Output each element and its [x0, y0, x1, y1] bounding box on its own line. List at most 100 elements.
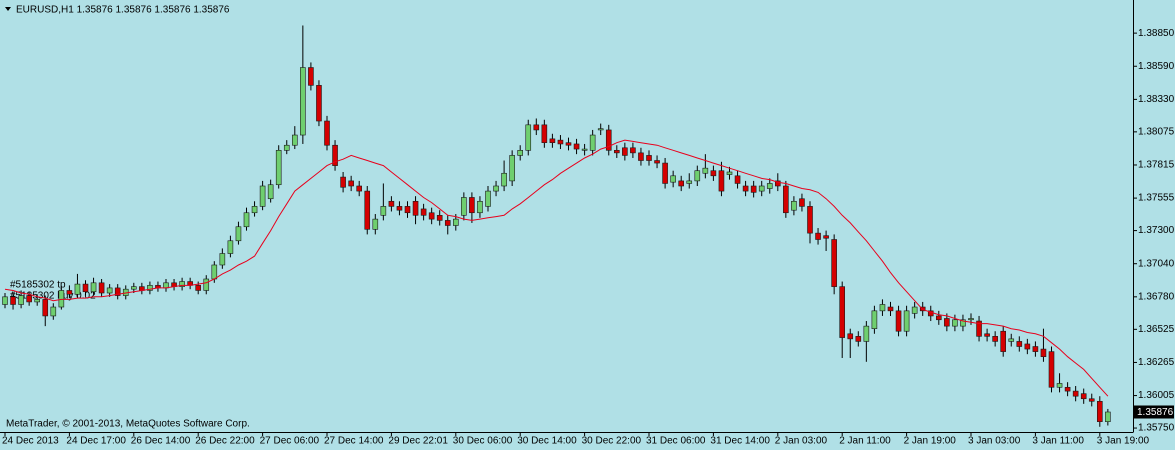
candle-body [324, 120, 330, 146]
candle-body [525, 124, 532, 151]
candle-body [863, 325, 870, 342]
candle-body [364, 190, 371, 230]
candle-body [147, 285, 153, 291]
candle-body [589, 134, 596, 151]
candle-body [960, 319, 966, 327]
copyright: MetaTrader, © 2001-2013, MetaQuotes Soft… [6, 419, 250, 430]
candle-body [630, 147, 636, 154]
candle-body [581, 148, 588, 151]
candle-body [340, 176, 346, 188]
y-tick-label: 1.38330 [1138, 94, 1175, 105]
candle-body [501, 172, 507, 187]
y-tick-label: 1.37040 [1138, 258, 1175, 269]
y-tick-label: 1.37555 [1138, 193, 1175, 204]
candle-body [887, 306, 894, 312]
candle-body [694, 170, 701, 182]
candle-body [791, 200, 797, 211]
candle-body [66, 290, 73, 295]
x-tick-label: 3 Jan 19:00 [1097, 436, 1150, 447]
candle-body [34, 299, 41, 303]
candle-body [412, 200, 419, 216]
y-tick-label: 1.37300 [1138, 225, 1175, 236]
candle-body [485, 190, 491, 207]
candle-body [935, 315, 942, 321]
candle-body [654, 160, 660, 164]
x-tick-label: 24 Dec 2013 [2, 436, 59, 447]
candle-body [549, 138, 556, 143]
x-tick-label: 29 Dec 22:01 [388, 436, 448, 447]
x-tick-label: 24 Dec 17:00 [66, 436, 126, 447]
candle-body [509, 155, 515, 182]
moving-average [4, 139, 1109, 397]
candle-body [855, 336, 862, 342]
candle-body [839, 286, 846, 338]
candle-body [1016, 341, 1023, 347]
x-tick-label: 2 Jan 03:00 [775, 436, 828, 447]
candle-body [42, 299, 49, 317]
candle-body [477, 200, 483, 214]
x-tick-label: 26 Dec 22:00 [195, 436, 255, 447]
last-price-label: 1.35876 [1137, 407, 1174, 418]
candle-body [541, 124, 548, 143]
candle-body [1024, 343, 1031, 350]
candle-body [58, 290, 65, 308]
candle-body [1064, 386, 1071, 392]
candle-body [114, 287, 121, 296]
y-tick-label: 1.37815 [1138, 160, 1175, 171]
candle-body [968, 318, 974, 321]
candle-body [952, 319, 958, 327]
candle-body [243, 212, 250, 228]
candle-body [219, 253, 226, 266]
candle-body [678, 180, 685, 187]
candle-body [758, 185, 765, 192]
order-annotation: #5185302 tp [10, 280, 66, 291]
candle-body [1032, 346, 1039, 352]
candle-body [388, 200, 395, 207]
candle-body [98, 282, 105, 294]
candle-body [718, 170, 725, 192]
candle-body [227, 240, 234, 254]
candle-body [766, 183, 773, 189]
x-tick-label: 30 Dec 14:00 [517, 436, 577, 447]
candle-body [847, 333, 854, 340]
candle-body [895, 310, 902, 332]
candle-body [944, 318, 950, 327]
candle-body [879, 304, 886, 312]
candle-body [517, 150, 524, 156]
candle-body [774, 180, 781, 187]
candle-body [2, 296, 8, 305]
candle-body [597, 128, 604, 131]
x-tick-label: 3 Jan 03:00 [968, 436, 1021, 447]
candle-body [372, 218, 379, 230]
candle-body [638, 152, 644, 161]
menu-icon[interactable] [5, 7, 11, 11]
candle-body [106, 287, 113, 294]
candle-body [992, 336, 998, 342]
candle-body [742, 185, 749, 192]
candle-body [420, 208, 427, 216]
candle-body [976, 320, 982, 337]
candle-body [1008, 338, 1015, 342]
candle-body [807, 206, 813, 234]
candle-body [1040, 348, 1047, 358]
candle-body [291, 134, 298, 146]
chart-title: EURUSD,H1 1.35876 1.35876 1.35876 1.3587… [16, 5, 230, 16]
candle-body [710, 170, 717, 177]
candle-body [211, 264, 218, 280]
candle-body [622, 147, 628, 156]
candle-body [10, 296, 16, 305]
y-tick-label: 1.36525 [1138, 324, 1175, 335]
candle-body [783, 185, 789, 214]
candle-body [823, 235, 829, 239]
candle-body [444, 220, 451, 226]
candle-body [428, 212, 435, 220]
candle-body [235, 226, 242, 242]
candle-body [316, 85, 322, 122]
candle-body [251, 206, 258, 214]
candle-body [984, 333, 990, 337]
candle-body [613, 150, 620, 154]
candle-body [82, 283, 89, 293]
candle-body [533, 124, 540, 131]
